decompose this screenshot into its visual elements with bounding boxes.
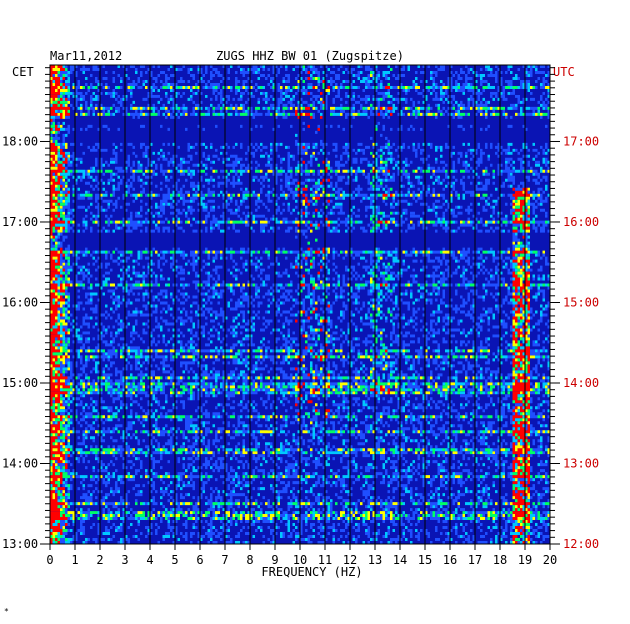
right-tick-label: 12:00 [563,537,599,551]
station-label: ZUGS HHZ BW 01 (Zugspitze) [216,49,404,63]
x-axis-label: FREQUENCY (HZ) [261,565,362,579]
x-tick-label: 14 [393,553,407,567]
left-tick-label: 13:00 [2,537,38,551]
x-tick-label: 4 [146,553,153,567]
left-tick-label: 15:00 [2,376,38,390]
x-tick-label: 3 [121,553,128,567]
x-tick-label: 1 [71,553,78,567]
x-tick-label: 15 [418,553,432,567]
left-tick-label: 17:00 [2,215,38,229]
right-tick-label: 14:00 [563,376,599,390]
left-tick-label: 14:00 [2,456,38,470]
x-tick-label: 11 [318,553,332,567]
x-tick-label: 0 [46,553,53,567]
left-tick-label: 16:00 [2,295,38,309]
frequency-gridlines [74,65,526,544]
right-axis-utc: 12:00 13:00 14:00 15:00 16:00 17:00 [550,67,599,551]
x-tick-label: 19 [518,553,532,567]
date-label: Mar11,2012 [50,49,122,63]
right-tick-label: 13:00 [563,456,599,470]
utc-axis-label: UTC [553,65,575,79]
x-tick-label: 18 [493,553,507,567]
x-tick-label: 10 [293,553,307,567]
left-tick-label: 18:00 [2,134,38,148]
x-tick-label: 5 [171,553,178,567]
x-tick-label: 16 [443,553,457,567]
x-tick-label: 2 [96,553,103,567]
x-axis: 0 1 2 3 4 5 6 7 8 9 10 11 12 13 14 15 16 17 18 19 20 [46,544,557,567]
x-tick-label: 12 [343,553,357,567]
x-tick-label: 9 [271,553,278,567]
x-tick-label: 13 [368,553,382,567]
cet-axis-label: CET [12,65,34,79]
x-tick-label: 6 [196,553,203,567]
x-tick-label: 20 [543,553,557,567]
left-axis-cet: 13:00 14:00 15:00 16:00 17:00 18:00 [2,67,50,551]
x-tick-label: 7 [221,553,228,567]
x-tick-label: 8 [246,553,253,567]
x-tick-label: 17 [468,553,482,567]
right-tick-label: 16:00 [563,215,599,229]
corner-mark: * [4,607,9,616]
right-tick-label: 17:00 [563,134,599,148]
right-tick-label: 15:00 [563,295,599,309]
